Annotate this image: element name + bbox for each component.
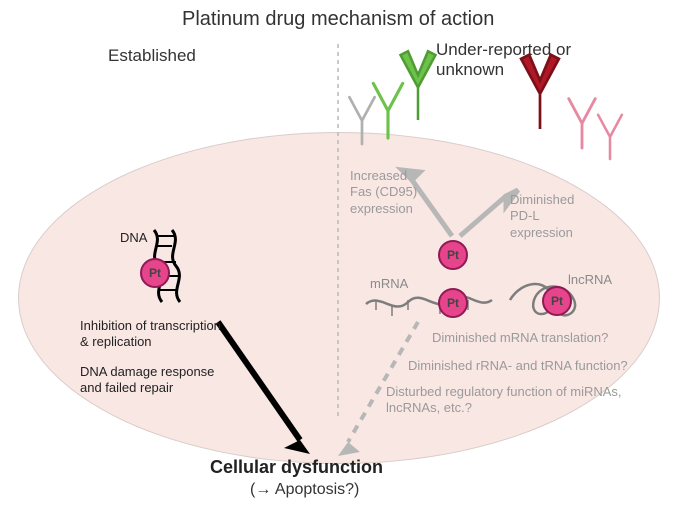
- dna-label: DNA: [120, 230, 147, 246]
- question-2: Diminished rRNA- and tRNA function?: [408, 358, 628, 374]
- receptor-green-main: [401, 51, 436, 120]
- pt-text: Pt: [149, 266, 161, 280]
- conclusion-sub: (→ Apoptosis?): [250, 480, 359, 500]
- question-3: Disturbed regulatory function of miRNAs,…: [386, 384, 622, 417]
- fas-text: Increased Fas (CD95) expression: [350, 168, 417, 217]
- arrow-black: [218, 322, 310, 454]
- pdl-text: Diminished PD-L expression: [510, 192, 574, 241]
- receptor-pink-outline-1: [569, 99, 596, 148]
- mrna-icon: [366, 296, 492, 316]
- established-text-2: DNA damage response and failed repair: [80, 364, 214, 397]
- pt-lncrna: Pt: [542, 286, 572, 316]
- receptor-red-main: [521, 55, 559, 129]
- mrna-label: mRNA: [370, 276, 408, 292]
- established-text-1: Inhibition of transcription & replicatio…: [80, 318, 221, 351]
- pt-text: Pt: [551, 294, 563, 308]
- pt-mrna: Pt: [438, 288, 468, 318]
- lncrna-label: lncRNA: [568, 272, 612, 288]
- pt-text: Pt: [447, 296, 459, 310]
- diagram-svg: [0, 0, 680, 521]
- conclusion-title: Cellular dysfunction: [210, 456, 383, 479]
- receptor-pink-outline-2: [598, 115, 622, 159]
- receptor-green-outline: [373, 83, 402, 138]
- pt-text: Pt: [447, 248, 459, 262]
- pt-dna: Pt: [140, 258, 170, 288]
- question-1: Diminished mRNA translation?: [432, 330, 608, 346]
- arrow-gray-fork: [402, 170, 518, 236]
- pt-central: Pt: [438, 240, 468, 270]
- receptor-gray-outline: [349, 97, 374, 144]
